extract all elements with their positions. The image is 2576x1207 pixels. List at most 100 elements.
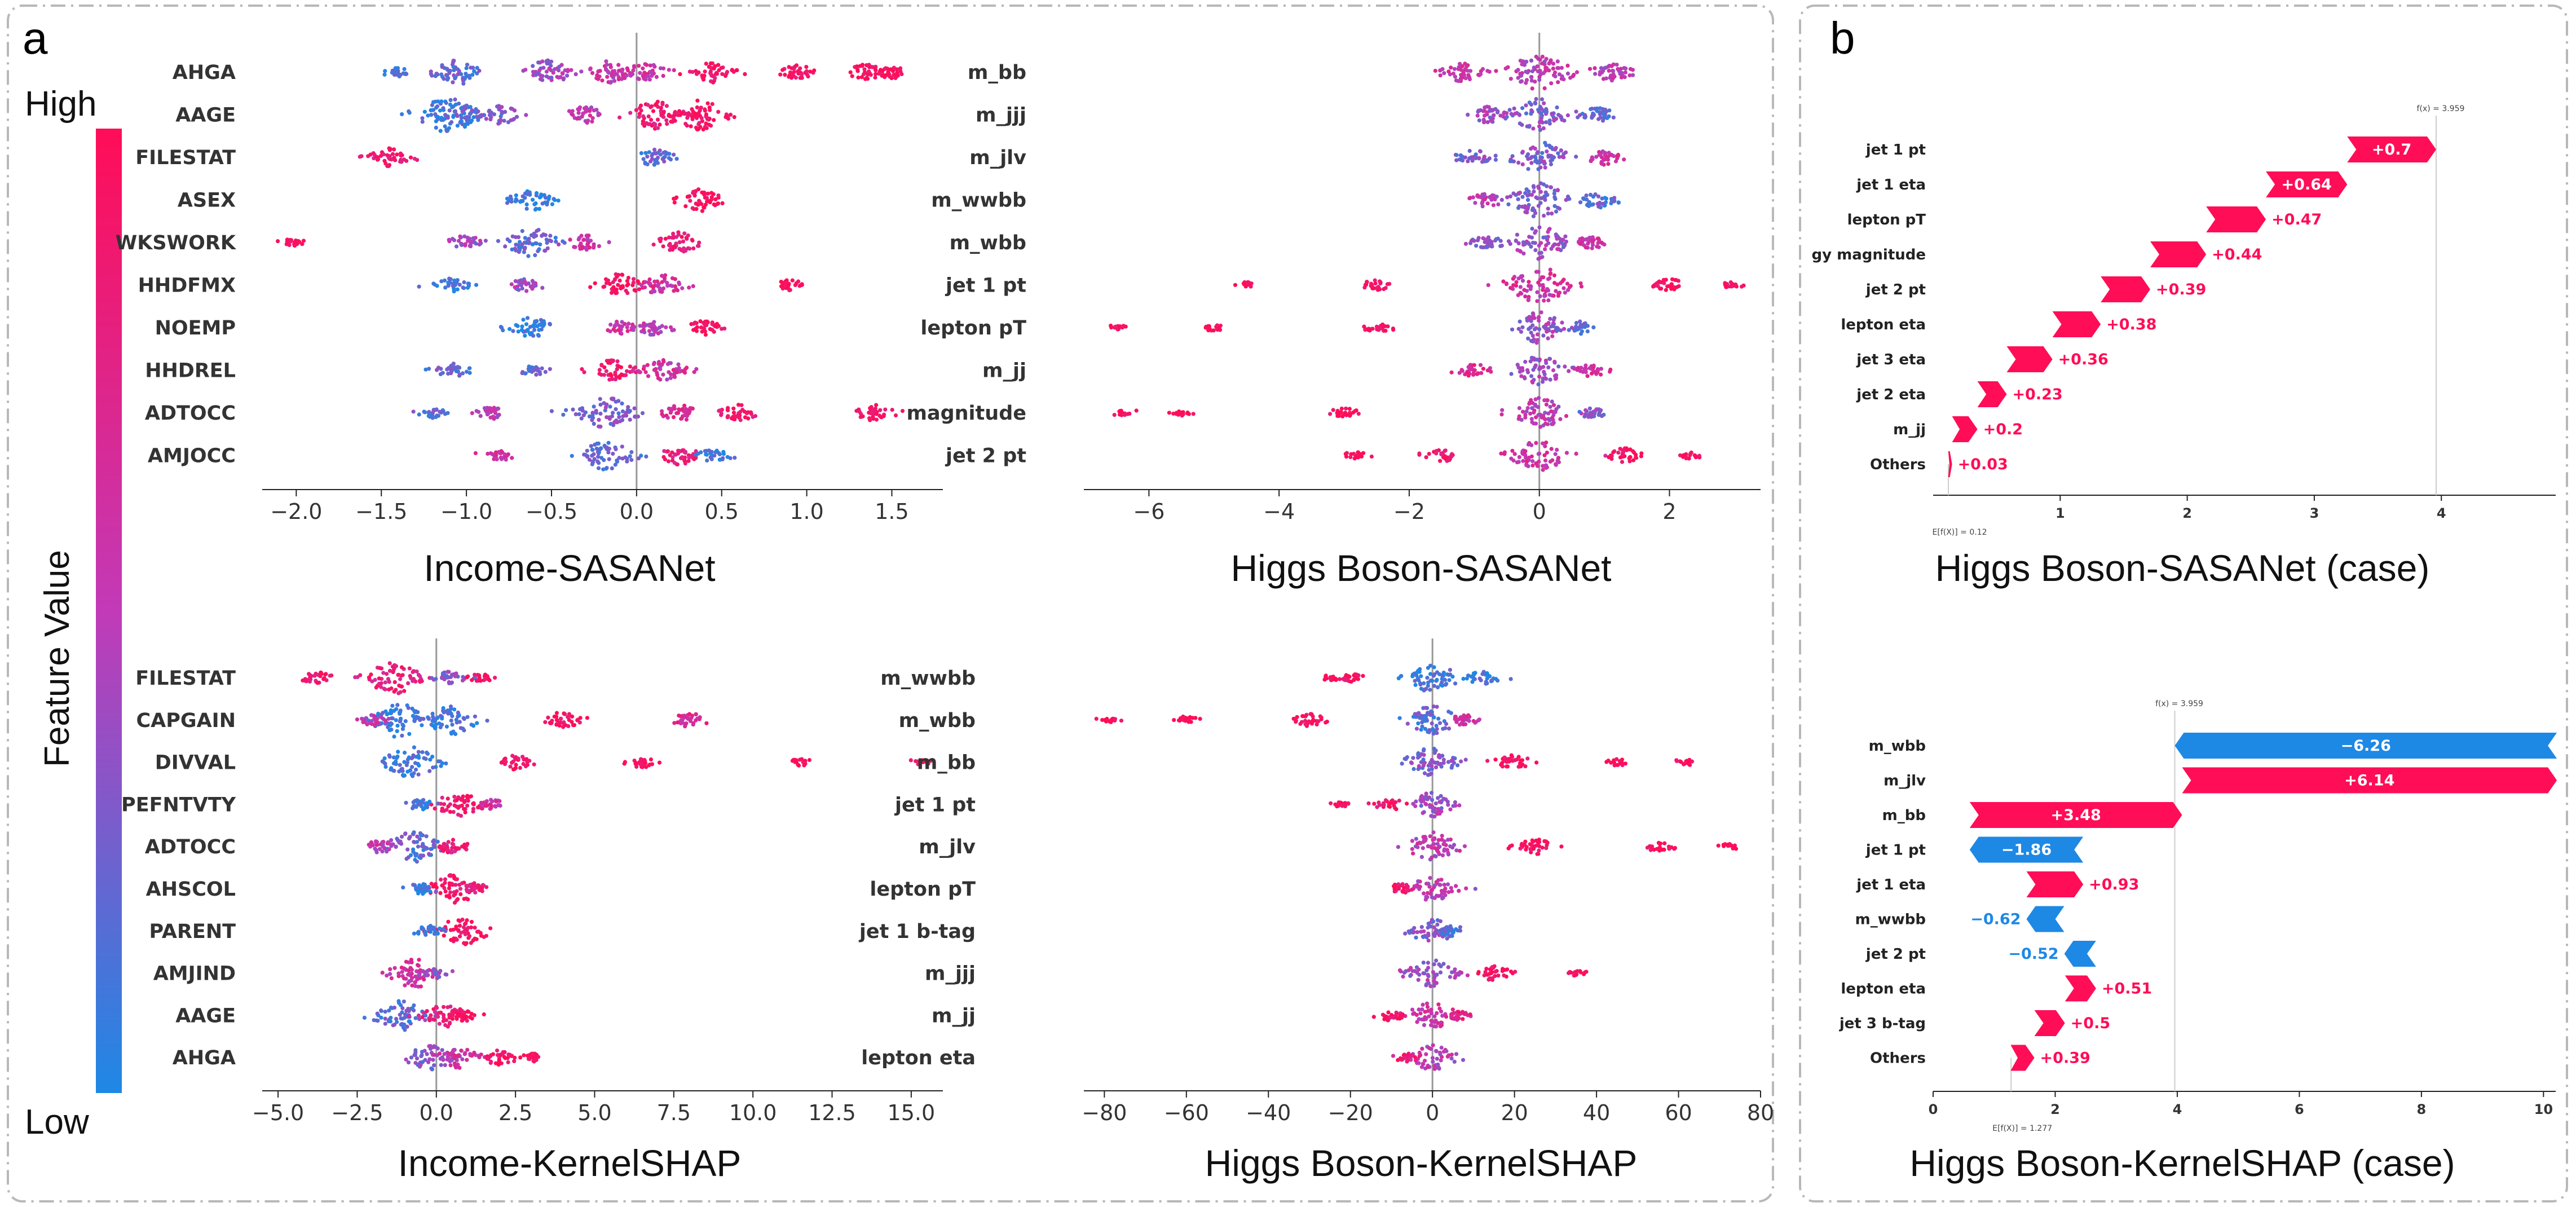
shap-point (392, 147, 396, 152)
x-tick-label: −80 (1082, 1100, 1127, 1125)
shap-point (658, 367, 663, 372)
shap-point (690, 115, 695, 120)
shap-point (467, 366, 471, 371)
shap-point (402, 760, 407, 764)
shap-point (379, 1008, 383, 1013)
shap-point (1452, 67, 1457, 71)
shap-point (1583, 321, 1587, 325)
shap-point (500, 325, 504, 330)
shap-point (637, 114, 641, 119)
shap-point (1491, 203, 1496, 208)
shap-point (1544, 440, 1549, 445)
shap-point (443, 877, 448, 882)
shap-point (521, 761, 526, 767)
feature-label: m_jjj (976, 104, 1026, 127)
shap-point (1529, 235, 1534, 240)
shap-point (440, 671, 445, 676)
shap-point (454, 804, 458, 809)
shap-point (668, 325, 673, 329)
shap-point (477, 68, 482, 73)
shap-point (387, 661, 392, 666)
shap-point (1543, 235, 1548, 240)
shap-point (1439, 452, 1444, 457)
shap-point (1565, 63, 1570, 68)
shap-point (520, 229, 524, 234)
shap-point (735, 413, 740, 418)
shap-point (435, 104, 440, 109)
feature-row-points (1233, 267, 1746, 303)
shap-point (874, 72, 878, 76)
shap-point (590, 416, 595, 420)
shap-point (1591, 237, 1596, 243)
shap-point (548, 234, 553, 238)
shap-point (865, 77, 870, 81)
shap-point (1574, 155, 1578, 159)
shap-point (438, 1051, 442, 1056)
shap-point (1557, 155, 1562, 159)
shap-point (1534, 195, 1538, 200)
feature-row-points (380, 958, 455, 989)
shap-point (394, 707, 399, 711)
shap-point (1134, 408, 1139, 413)
shap-point (1623, 70, 1627, 74)
shap-point (1553, 74, 1558, 78)
shap-point (1508, 285, 1513, 290)
shap-point (1520, 279, 1525, 283)
shap-point (458, 887, 463, 891)
shap-point (394, 756, 399, 760)
shap-point (1531, 214, 1536, 219)
shap-point (1518, 290, 1523, 296)
shap-point (586, 240, 591, 245)
shap-point (1434, 451, 1439, 456)
shap-point (590, 71, 595, 76)
shap-point (465, 285, 470, 290)
shap-point (486, 411, 491, 416)
shap-point (1551, 323, 1555, 328)
shap-point (1233, 283, 1238, 287)
shap-point (689, 124, 693, 129)
shap-point (1552, 118, 1556, 123)
shap-point (465, 675, 469, 680)
x-tick-label: −2.0 (270, 499, 322, 524)
shap-point (790, 278, 795, 283)
shap-point (398, 711, 402, 716)
shap-point (468, 243, 473, 248)
shap-point (408, 853, 413, 857)
shap-point (1475, 372, 1479, 376)
shap-point (462, 77, 467, 81)
shap-point (1494, 195, 1499, 199)
shap-point (661, 66, 666, 71)
shap-point (1540, 107, 1544, 111)
shap-point (442, 802, 447, 807)
shap-point (1458, 61, 1462, 66)
shap-point (439, 877, 443, 882)
shap-point (451, 810, 456, 814)
shap-point (1523, 294, 1528, 299)
shap-point (611, 411, 615, 415)
shap-point (544, 237, 549, 242)
shap-point (451, 64, 456, 69)
shap-point (420, 927, 424, 931)
shap-point (524, 206, 529, 211)
shap-point (892, 65, 896, 70)
shap-point (1498, 113, 1503, 118)
shap-point (1499, 244, 1504, 248)
shap-point (1536, 108, 1541, 112)
shap-point (1530, 333, 1535, 338)
shap-point (705, 101, 710, 105)
shap-point (1477, 118, 1481, 123)
shap-point (1547, 418, 1552, 422)
feature-row-points (1467, 181, 1621, 219)
shap-point (712, 453, 717, 458)
shap-point (428, 889, 433, 894)
shap-point (616, 328, 621, 332)
shap-point (1620, 452, 1625, 456)
shap-point (682, 231, 687, 236)
shap-point (300, 242, 305, 246)
shap-point (416, 963, 421, 968)
shap-point (1599, 161, 1604, 166)
shap-point (1527, 280, 1531, 284)
shap-point (411, 409, 416, 414)
shap-point (1612, 199, 1616, 204)
shap-point (594, 408, 598, 413)
